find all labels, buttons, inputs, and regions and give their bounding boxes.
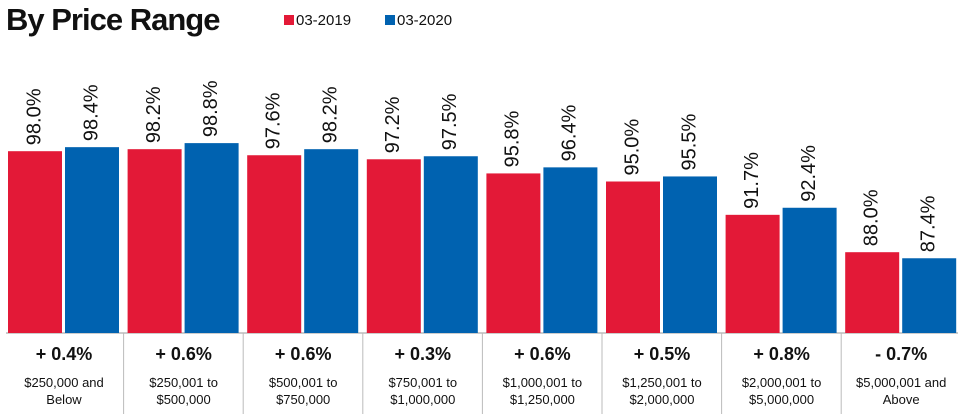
change-label: + 0.8%: [753, 344, 810, 364]
bar: [543, 167, 598, 333]
x-tick-label: $500,001 to $750,000: [268, 375, 338, 407]
value-label: 98.8%: [200, 80, 222, 137]
bar: [845, 252, 900, 333]
legend-label: 03-2020: [397, 12, 452, 29]
x-tick-label: $1,250,001 to $2,000,000: [622, 375, 702, 407]
bar: [304, 149, 359, 333]
bar: [423, 156, 478, 333]
change-label: - 0.7%: [875, 344, 927, 364]
change-label: + 0.6%: [155, 344, 212, 364]
value-label: 88.0%: [860, 189, 882, 246]
value-label: 92.4%: [798, 145, 820, 202]
bar: [247, 155, 302, 333]
x-tick-label: $1,000,001 to $1,250,000: [502, 375, 583, 407]
bar: [127, 149, 182, 333]
value-label: 95.8%: [502, 110, 524, 167]
bar: [184, 143, 239, 333]
value-label: 87.4%: [917, 195, 939, 252]
bar: [663, 176, 717, 333]
value-label: 98.4%: [80, 84, 102, 141]
x-tick-label: $250,000 and Below: [24, 375, 104, 407]
bar: [606, 181, 660, 333]
bar: [486, 173, 541, 333]
x-tick-label: $2,000,001 to $5,000,000: [741, 375, 822, 407]
legend-swatch: [385, 15, 395, 25]
legend-swatch: [284, 15, 294, 25]
value-label: 91.7%: [741, 152, 763, 209]
change-label: + 0.5%: [634, 344, 691, 364]
bar: [65, 147, 119, 333]
value-label: 98.0%: [23, 88, 45, 145]
bar: [902, 258, 957, 333]
change-label: + 0.6%: [275, 344, 332, 364]
change-label: + 0.6%: [514, 344, 571, 364]
value-label: 98.2%: [143, 86, 165, 143]
bar: [782, 207, 837, 333]
x-tick-label: $250,001 to $500,000: [149, 375, 218, 407]
value-label: 96.4%: [559, 104, 581, 161]
change-label: + 0.4%: [36, 344, 93, 364]
bar: [725, 214, 780, 333]
x-tick-label: $5,000,001 and Above: [856, 375, 947, 407]
chart-title: By Price Range: [6, 2, 220, 37]
x-tick-label: $750,001 to $1,000,000: [388, 375, 458, 407]
bar: [8, 151, 62, 333]
value-label: 97.2%: [382, 96, 404, 153]
legend-label: 03-2019: [296, 12, 351, 29]
change-label: + 0.3%: [395, 344, 452, 364]
value-label: 97.5%: [439, 93, 461, 150]
value-label: 98.2%: [319, 86, 341, 143]
value-label: 97.6%: [262, 92, 284, 149]
value-label: 95.0%: [621, 119, 643, 176]
value-label: 95.5%: [678, 114, 700, 171]
bar: [366, 159, 421, 333]
